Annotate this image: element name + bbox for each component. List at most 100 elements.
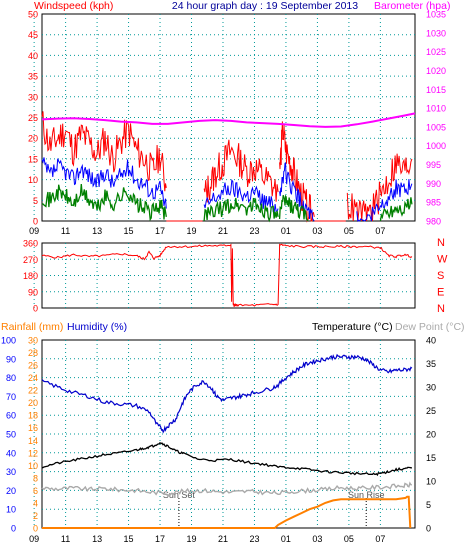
barometer-y-tick-label: 990 xyxy=(426,179,441,189)
wind-x-tick-label: 13 xyxy=(92,226,102,236)
humidity-y-tick-label: 30 xyxy=(6,467,16,477)
compass-label: E xyxy=(437,287,444,299)
barometer-y-tick-label: 1020 xyxy=(426,66,446,76)
humidity-y-tick-label: 10 xyxy=(6,505,16,515)
wind-average-line xyxy=(279,162,315,222)
humidity-y-tick-label: 0 xyxy=(11,524,16,534)
direction-y-tick-label: 270 xyxy=(23,255,38,265)
windspeed-axis-label: Windspeed (kph) xyxy=(34,0,113,12)
direction-grid xyxy=(33,243,415,308)
direction-y-tick-label: 90 xyxy=(28,287,38,297)
rainfall-axis-label: Rainfall (mm) xyxy=(1,321,63,333)
direction-series xyxy=(41,243,413,308)
rainfall-y-tick-label: 10 xyxy=(28,461,38,471)
barometer-line xyxy=(41,112,416,128)
temp-x-tick-label: 05 xyxy=(344,534,354,544)
rainfall-y-tick-label: 20 xyxy=(28,398,38,408)
wind-gust-line xyxy=(346,153,413,222)
wind-y-tick-label: 20 xyxy=(28,134,38,144)
temp-grid xyxy=(33,340,415,528)
temperature-y-tick-label: 10 xyxy=(426,477,436,487)
rainfall-y-tick-label: 12 xyxy=(28,448,38,458)
direction-y-tick-label: 180 xyxy=(23,271,38,281)
temperature-y-ticks: 0 5 10 15 20 25 30 35 40 xyxy=(426,336,436,534)
barometer-y-tick-label: 1035 xyxy=(426,10,446,20)
wind-y-tick-label: 15 xyxy=(28,154,38,164)
wind-y-tick-label: 35 xyxy=(28,72,38,82)
rainfall-y-tick-label: 4 xyxy=(33,498,38,508)
direction-y-tick-label: 360 xyxy=(23,239,38,249)
wind-gust-line xyxy=(203,139,279,203)
temperature-y-tick-label: 15 xyxy=(426,453,436,463)
direction-plot-area xyxy=(41,242,416,309)
barometer-y-tick-label: 995 xyxy=(426,160,441,170)
wind-low-line xyxy=(203,197,279,223)
wind-x-tick-label: 17 xyxy=(155,226,165,236)
temp-x-tick-label: 07 xyxy=(375,534,385,544)
sun-marker-label: Sun Rise xyxy=(348,490,385,500)
humidity-axis-label: Humidity (%) xyxy=(67,321,127,333)
wind-x-tick-label: 21 xyxy=(218,226,228,236)
compass-label: S xyxy=(437,270,444,282)
temp-x-tick-label: 19 xyxy=(187,534,197,544)
wind-average-line xyxy=(203,179,279,216)
wind-x-tick-label: 03 xyxy=(312,226,322,236)
barometer-y-tick-label: 1010 xyxy=(426,104,446,114)
wind-low-line xyxy=(41,183,167,222)
dewpoint-line xyxy=(41,481,412,496)
wind-x-tick-label: 11 xyxy=(61,226,70,236)
temp-x-tick-label: 11 xyxy=(61,534,70,544)
barometer-y-tick-label: 985 xyxy=(426,198,441,208)
humidity-line xyxy=(41,353,413,434)
humidity-y-tick-label: 50 xyxy=(6,430,16,440)
barometer-y-tick-label: 1030 xyxy=(426,28,446,38)
temp-x-tick-label: 15 xyxy=(124,534,134,544)
temp-x-tick-label: 21 xyxy=(218,534,228,544)
dewpoint-axis-label: Dew Point (°C) xyxy=(395,321,465,333)
humidity-y-tick-label: 100 xyxy=(1,336,16,346)
temperature-axis-label: Temperature (°C) xyxy=(312,321,393,333)
wind-y-tick-label: 40 xyxy=(28,51,38,61)
temperature-y-tick-label: 0 xyxy=(426,524,431,534)
rainfall-y-tick-label: 16 xyxy=(28,423,38,433)
temperature-y-tick-label: 25 xyxy=(426,406,436,416)
humidity-y-ticks: 0 10 20 30 40 50 60 70 80 90 100 xyxy=(1,336,16,534)
rainfall-y-tick-label: 28 xyxy=(28,348,38,358)
temp-x-ticks: 11 13 15 17 19 21 23 01 03 05 07 09 xyxy=(29,534,385,544)
barometer-y-ticks: 980 985 990 995 1000 1005 1010 1015 1020 1025 1030… xyxy=(426,10,446,227)
temp-series xyxy=(41,353,413,529)
barometer-y-tick-label: 1005 xyxy=(426,122,446,132)
humidity-y-tick-label: 70 xyxy=(6,392,16,402)
direction-y-tick-label: 0 xyxy=(33,304,38,314)
wind-series xyxy=(41,111,416,223)
wind-x-tick-label: 19 xyxy=(187,226,197,236)
barometer-y-tick-label: 1015 xyxy=(426,85,446,95)
barometer-y-tick-label: 1000 xyxy=(426,141,446,151)
wind-y-tick-label: 5 xyxy=(33,196,38,206)
rainfall-y-tick-label: 0 xyxy=(33,524,38,534)
wind-y-ticks: 0 5 10 15 20 25 30 35 40 45 50 xyxy=(28,10,38,227)
compass-label: N xyxy=(437,237,445,249)
rainfall-y-tick-label: 14 xyxy=(28,436,38,446)
humidity-y-tick-label: 60 xyxy=(6,411,16,421)
temp-plot-area xyxy=(41,339,416,529)
humidity-y-tick-label: 40 xyxy=(6,448,16,458)
wind-x-tick-label: 07 xyxy=(375,226,385,236)
humidity-y-tick-label: 80 xyxy=(6,373,16,383)
temperature-y-tick-label: 40 xyxy=(426,336,436,346)
wind-average-line xyxy=(41,157,167,209)
temp-x-tick-label: 17 xyxy=(155,534,165,544)
wind-y-tick-label: 0 xyxy=(33,217,38,227)
temperature-line xyxy=(41,441,412,477)
humidity-y-tick-label: 20 xyxy=(6,486,16,496)
rainfall-y-tick-label: 24 xyxy=(28,373,38,383)
wind-barometer-chart: Windspeed (kph) 24 hour graph day : 19 S… xyxy=(28,0,450,236)
page-title: 24 hour graph day : 19 September 2013 xyxy=(172,0,358,12)
wind-x-tick-label: 05 xyxy=(344,226,354,236)
wind-y-tick-label: 30 xyxy=(28,92,38,102)
wind-y-tick-label: 50 xyxy=(28,10,38,20)
wind-low-line xyxy=(379,197,413,222)
